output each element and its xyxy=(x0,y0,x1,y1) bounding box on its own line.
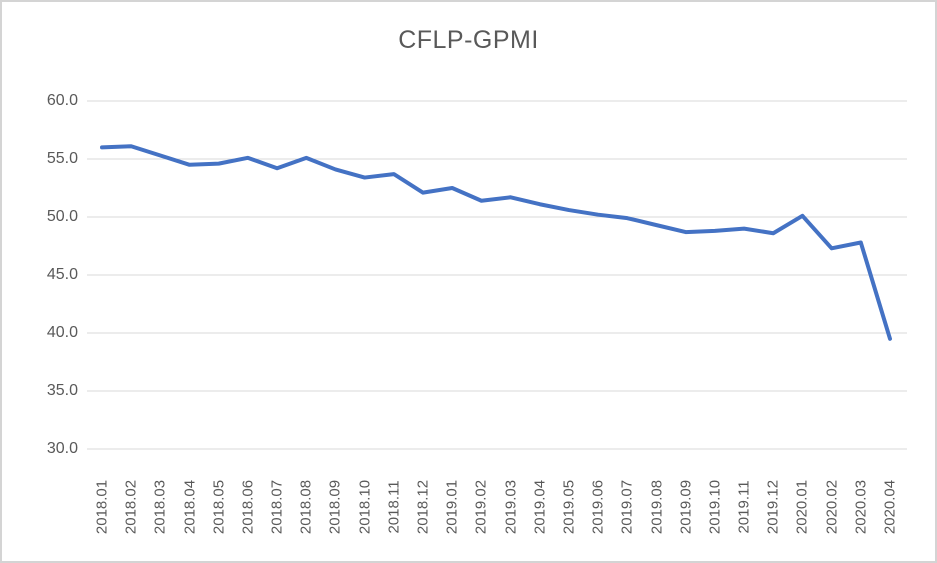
x-axis-tick-label: 2019.04 xyxy=(531,479,549,535)
x-axis-tick-label: 2020.01 xyxy=(793,479,811,535)
x-axis-tick-label: 2019.12 xyxy=(764,479,782,535)
x-axis-tick-label: 2019.10 xyxy=(706,479,724,535)
x-axis-tick-label: 2019.06 xyxy=(589,479,607,535)
x-axis-tick-label: 2018.03 xyxy=(151,479,169,535)
y-axis-tick-label: 35.0 xyxy=(46,382,78,399)
x-axis-tick-label: 2018.08 xyxy=(297,479,315,535)
x-axis-tick-label: 2019.09 xyxy=(677,479,695,535)
y-axis-tick-label: 40.0 xyxy=(46,324,78,341)
x-axis-tick-label: 2019.03 xyxy=(502,479,520,535)
x-axis-tick-label: 2020.02 xyxy=(823,479,841,535)
x-axis-tick-label: 2018.06 xyxy=(239,479,257,535)
x-axis-tick-label: 2019.11 xyxy=(735,480,753,534)
x-axis-tick-label: 2018.09 xyxy=(326,479,344,535)
x-axis-tick-label: 2020.04 xyxy=(881,479,899,535)
x-axis-tick-label: 2018.05 xyxy=(210,479,228,535)
x-axis-tick-label: 2020.03 xyxy=(852,479,870,535)
x-axis-tick-label: 2019.08 xyxy=(648,479,666,535)
x-axis-tick-label: 2019.05 xyxy=(560,479,578,535)
x-axis-tick-label: 2018.07 xyxy=(268,479,286,535)
y-axis-tick-label: 30.0 xyxy=(46,440,78,457)
x-axis-tick-label: 2018.10 xyxy=(356,479,374,535)
x-axis-tick-label: 2018.11 xyxy=(385,480,403,534)
x-axis-tick-label: 2018.12 xyxy=(414,479,432,535)
chart-title: CFLP-GPMI xyxy=(398,26,539,54)
y-axis-tick-label: 45.0 xyxy=(46,266,78,283)
x-axis-tick-label: 2019.01 xyxy=(443,479,461,535)
x-axis-tick-label: 2018.04 xyxy=(181,479,199,535)
x-axis-tick-label: 2018.02 xyxy=(122,479,140,535)
pmi-line-series xyxy=(100,144,892,341)
x-axis-tick-label: 2019.07 xyxy=(618,479,636,535)
y-axis-tick-label: 55.0 xyxy=(46,150,78,167)
y-axis-tick-label: 50.0 xyxy=(46,208,78,225)
y-axis-tick-label: 60.0 xyxy=(46,92,78,109)
x-axis-tick-label: 2018.01 xyxy=(93,479,111,535)
x-axis-tick-label: 2019.02 xyxy=(472,479,490,535)
